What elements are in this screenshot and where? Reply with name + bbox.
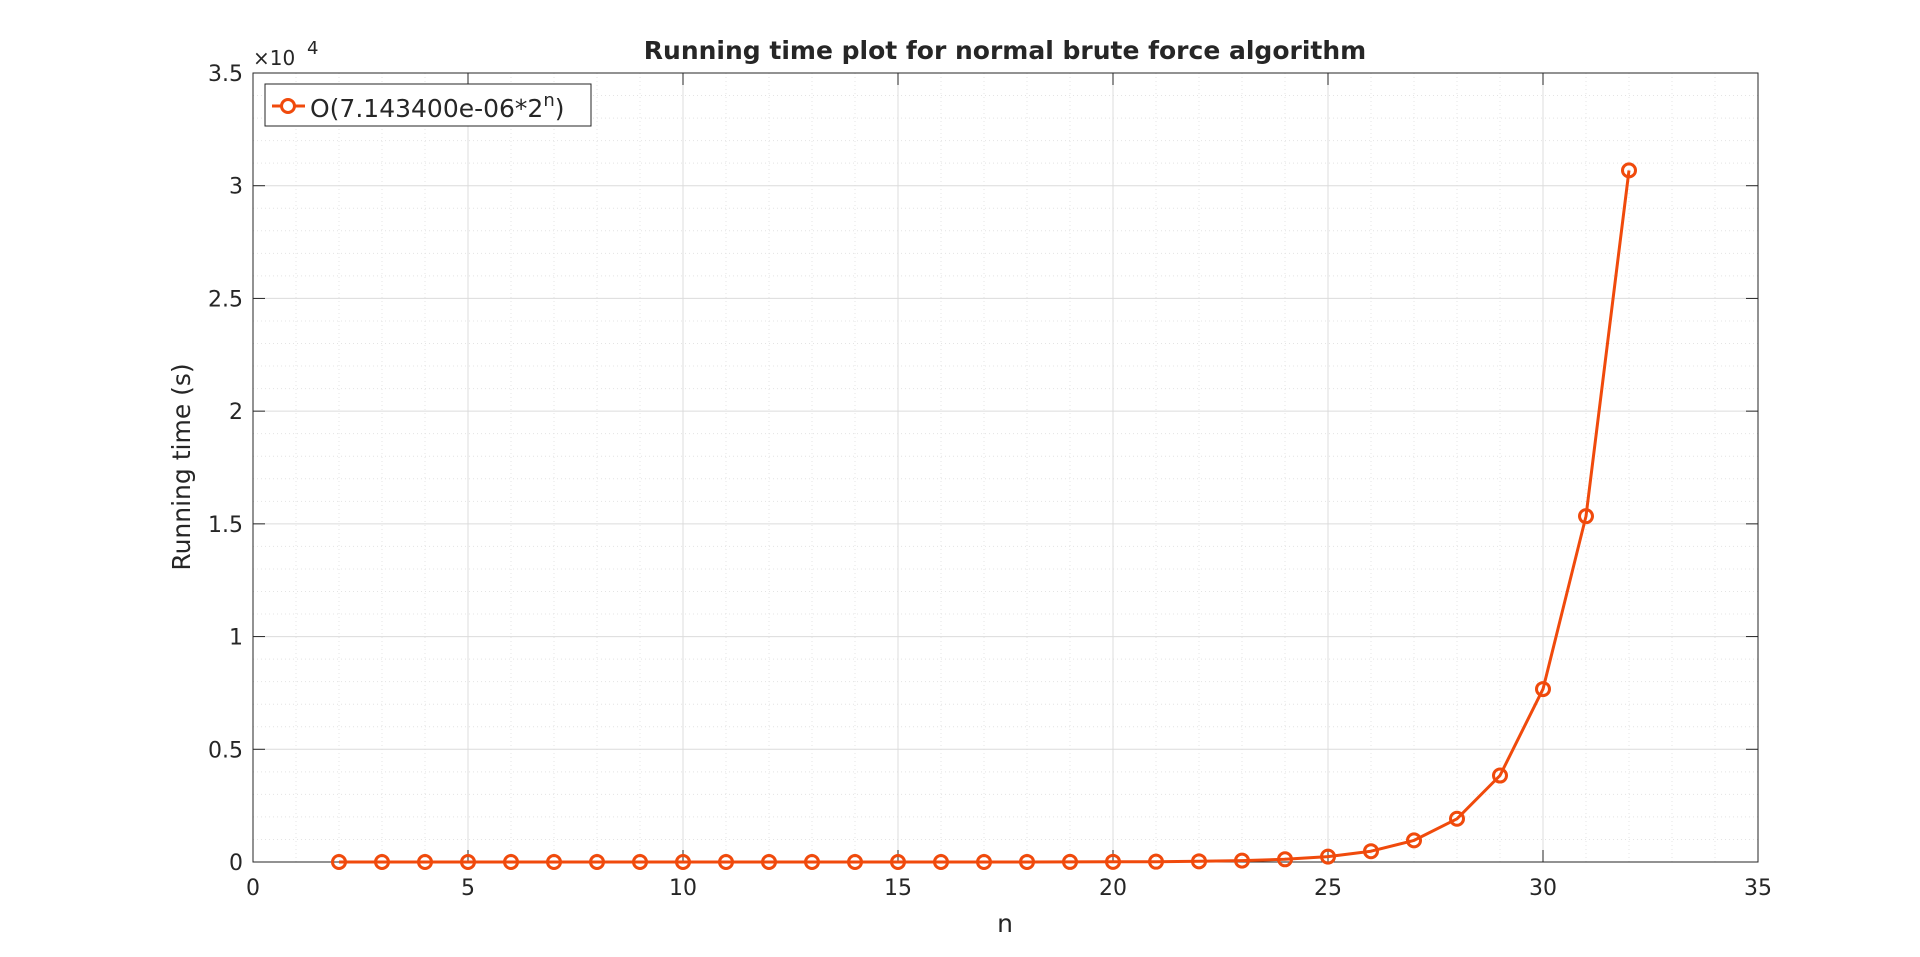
x-tick-label: 15 — [884, 876, 912, 901]
data-point-marker — [1191, 853, 1207, 870]
legend-marker-icon — [280, 98, 296, 114]
data-point-marker — [1492, 767, 1508, 784]
data-point-marker — [976, 853, 992, 870]
data-point-marker — [1406, 832, 1422, 849]
y-tick-label: 1 — [229, 626, 243, 651]
y-exponent-label: ×10 4 — [253, 38, 318, 70]
x-tick-label: 10 — [669, 876, 697, 901]
data-point-marker — [761, 853, 777, 870]
minor-grid — [253, 73, 1758, 862]
data-point-marker — [1148, 853, 1164, 870]
data-point-marker — [1320, 848, 1336, 865]
data-point-marker — [1535, 681, 1551, 698]
data-point-marker — [1019, 853, 1035, 870]
y-tick-labels: 0 0.5 1 1.5 2 2.5 3 3.5 — [208, 62, 243, 876]
y-tick-label: 3 — [229, 175, 243, 200]
data-point-marker — [1277, 851, 1293, 868]
data-point-marker — [1449, 810, 1465, 827]
y-axis-label: Running time (s) — [167, 363, 196, 570]
data-point-marker — [847, 853, 863, 870]
data-point-marker — [1621, 162, 1637, 179]
series-layer — [331, 162, 1637, 870]
legend-label-suffix: ) — [555, 94, 565, 123]
legend: O(7.143400e-06*2n) — [264, 83, 592, 127]
y-exponent-power: 4 — [307, 38, 318, 59]
data-point-marker — [718, 853, 734, 870]
x-tick-label: 0 — [246, 876, 260, 901]
legend-label: O(7.143400e-06*2n) — [310, 90, 565, 123]
x-tick-label: 5 — [461, 876, 475, 901]
data-point-marker — [804, 853, 820, 870]
chart-title: Running time plot for normal brute force… — [644, 36, 1366, 65]
x-tick-label: 20 — [1099, 876, 1127, 901]
y-tick-label: 2 — [229, 400, 243, 425]
x-tick-label: 25 — [1314, 876, 1342, 901]
data-point-marker — [1105, 853, 1121, 870]
x-tick-labels: 0 5 10 15 20 25 30 35 — [246, 876, 1772, 901]
y-tick-label: 2.5 — [208, 287, 243, 312]
x-tick-label: 35 — [1744, 876, 1772, 901]
legend-box — [264, 83, 592, 127]
x-axis-label: n — [997, 909, 1013, 938]
data-point-marker — [374, 854, 390, 870]
legend-label-superscript: n — [543, 90, 554, 111]
data-point-marker — [331, 854, 347, 870]
plot-area — [253, 73, 1758, 862]
data-point-marker — [632, 853, 648, 870]
y-exponent-base: ×10 — [253, 46, 295, 70]
y-tick-label: 3.5 — [208, 62, 243, 87]
axis-ticks — [252, 72, 1759, 863]
x-tick-label: 30 — [1529, 876, 1557, 901]
data-point-marker — [417, 854, 433, 870]
data-point-marker — [546, 854, 562, 870]
data-point-marker — [1578, 508, 1594, 525]
data-point-marker — [675, 853, 691, 870]
series-line — [339, 170, 1631, 864]
data-point-marker — [890, 853, 906, 870]
data-point-marker — [503, 854, 519, 870]
data-point-marker — [1363, 843, 1379, 860]
data-point-marker — [460, 854, 476, 870]
data-point-marker — [1062, 853, 1078, 870]
y-tick-label: 1.5 — [208, 513, 243, 538]
y-tick-label: 0 — [229, 851, 243, 876]
y-tick-label: 0.5 — [208, 738, 243, 763]
data-point-marker — [589, 853, 605, 870]
data-point-marker — [933, 853, 949, 870]
legend-label-main: O(7.143400e-06*2 — [310, 94, 543, 123]
data-point-marker — [1234, 852, 1250, 869]
